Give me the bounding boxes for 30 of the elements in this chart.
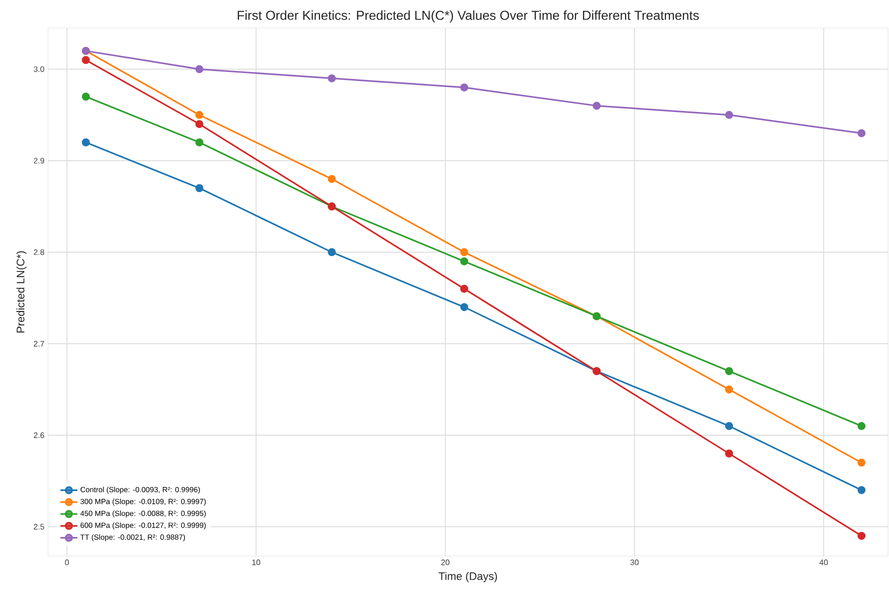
point — [328, 174, 336, 183]
point — [460, 83, 468, 92]
point — [195, 184, 204, 192]
point — [460, 284, 468, 293]
point — [858, 486, 866, 494]
point — [82, 92, 90, 101]
point — [195, 110, 204, 119]
point — [82, 138, 90, 146]
point — [725, 110, 734, 119]
y-axis-title: Predicted LN(C*) — [16, 251, 27, 332]
point — [858, 458, 866, 467]
point — [725, 422, 734, 430]
point — [858, 532, 866, 540]
point — [82, 56, 90, 64]
point — [460, 303, 468, 312]
point — [460, 257, 468, 266]
point — [195, 65, 204, 74]
point — [725, 367, 734, 376]
point — [328, 248, 336, 256]
point — [858, 129, 866, 138]
point — [328, 74, 336, 82]
chart-title: First Order Kinetics: Predicted LN(C*) Values Over Time for Different Treatments — [238, 10, 699, 22]
point — [195, 120, 204, 128]
point — [725, 449, 734, 458]
point — [592, 102, 601, 110]
point — [195, 138, 204, 146]
point — [858, 422, 866, 430]
x-axis-title: Time (Days) — [438, 572, 497, 582]
point — [460, 248, 468, 256]
point — [725, 385, 734, 394]
